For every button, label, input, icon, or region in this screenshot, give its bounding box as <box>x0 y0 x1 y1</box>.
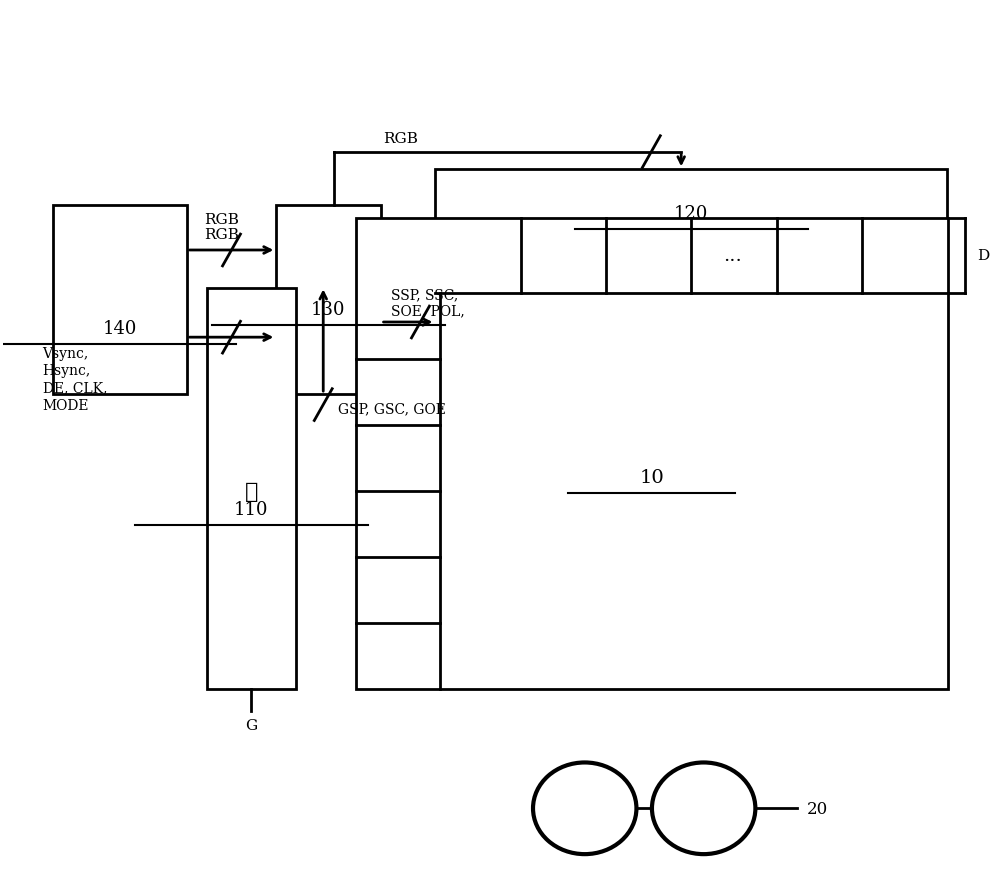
Text: G: G <box>245 718 258 732</box>
Text: GSP, GSC, GOE: GSP, GSC, GOE <box>338 401 446 416</box>
Text: 140: 140 <box>102 319 137 338</box>
Bar <box>276 206 381 394</box>
Bar <box>207 289 296 689</box>
Text: 10: 10 <box>639 469 664 486</box>
Text: 130: 130 <box>311 300 346 318</box>
Text: 20: 20 <box>807 800 828 817</box>
Text: 120: 120 <box>674 205 709 223</box>
Text: 110: 110 <box>234 501 269 518</box>
Text: RGB: RGB <box>383 131 418 145</box>
Bar <box>435 170 947 258</box>
Bar <box>356 219 948 689</box>
Text: ...: ... <box>723 247 742 265</box>
Text: SSP, SSC,
SOE, POL,: SSP, SSC, SOE, POL, <box>391 288 464 318</box>
Text: D: D <box>977 249 990 263</box>
Text: RGB
RGB: RGB RGB <box>204 213 239 242</box>
Text: Vsync,
Hsync,
DE, CLK,
MODE: Vsync, Hsync, DE, CLK, MODE <box>43 346 107 412</box>
Text: ⋮: ⋮ <box>245 481 258 502</box>
Bar <box>53 206 187 394</box>
